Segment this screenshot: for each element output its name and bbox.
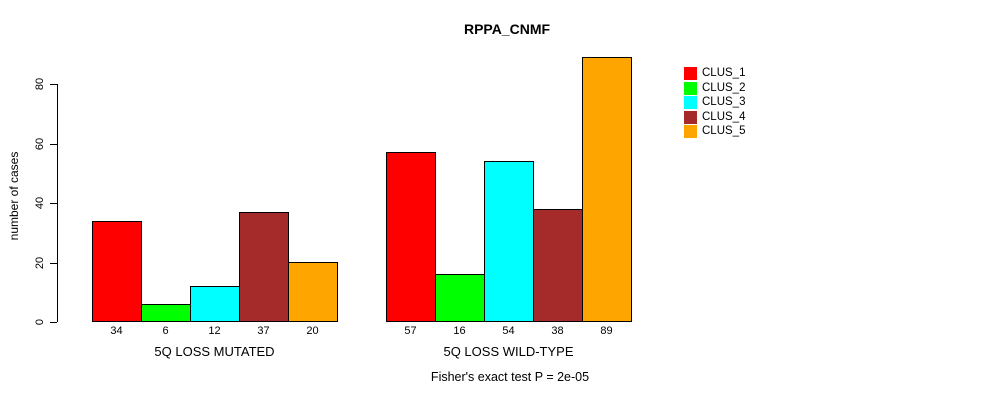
bar-value-label: 89 (600, 325, 613, 337)
y-axis-tick (50, 203, 57, 204)
bar-value-label: 20 (306, 325, 319, 337)
bar-clus_4-group1 (239, 212, 289, 322)
legend-label: CLUS_5 (702, 125, 746, 137)
legend-swatch-clus_3 (684, 96, 697, 109)
legend-swatch-clus_5 (684, 125, 697, 138)
annotation-text: Fisher's exact test P = 2e-05 (430, 370, 590, 384)
bar-value-label: 54 (502, 325, 515, 337)
bar-clus_5-group1 (288, 262, 338, 322)
legend-swatch-clus_1 (684, 67, 697, 80)
bar-clus_5-group2 (582, 57, 632, 322)
bar-value-label: 57 (404, 325, 417, 337)
y-tick-label: 0 (34, 318, 46, 326)
bar-value-label: 12 (208, 325, 221, 337)
bar-clus_1-group2 (386, 152, 436, 322)
legend-label: CLUS_2 (702, 82, 746, 94)
bar-value-label: 38 (551, 325, 564, 337)
bar-value-label: 37 (257, 325, 270, 337)
y-tick-label: 60 (34, 137, 46, 151)
y-tick-label: 40 (34, 196, 46, 210)
y-axis-tick (50, 263, 57, 264)
bar-value-label: 16 (453, 325, 466, 337)
bar-value-label: 34 (110, 325, 123, 337)
bar-clus_3-group2 (484, 161, 534, 322)
group-label-2: 5Q LOSS WILD-TYPE (443, 344, 574, 359)
y-axis-line (57, 84, 58, 322)
bar-value-label: 6 (162, 325, 169, 337)
y-axis-tick (50, 84, 57, 85)
group-label-1: 5Q LOSS MUTATED (154, 344, 275, 359)
bar-clus_4-group2 (533, 209, 583, 322)
bar-clus_2-group2 (435, 274, 485, 322)
bar-clus_2-group1 (141, 304, 191, 322)
y-axis-label: number of cases (7, 151, 21, 241)
y-tick-label: 20 (34, 256, 46, 270)
chart-title: RPPA_CNMF (463, 21, 551, 37)
legend-label: CLUS_3 (702, 96, 746, 108)
bar-clus_1-group1 (92, 221, 142, 322)
bar-clus_3-group1 (190, 286, 240, 322)
y-axis-tick (50, 144, 57, 145)
y-tick-label: 80 (34, 77, 46, 91)
legend-label: CLUS_4 (702, 111, 746, 123)
legend-swatch-clus_2 (684, 82, 697, 95)
legend-swatch-clus_4 (684, 111, 697, 124)
y-axis-tick (50, 322, 57, 323)
legend-label: CLUS_1 (702, 67, 746, 79)
